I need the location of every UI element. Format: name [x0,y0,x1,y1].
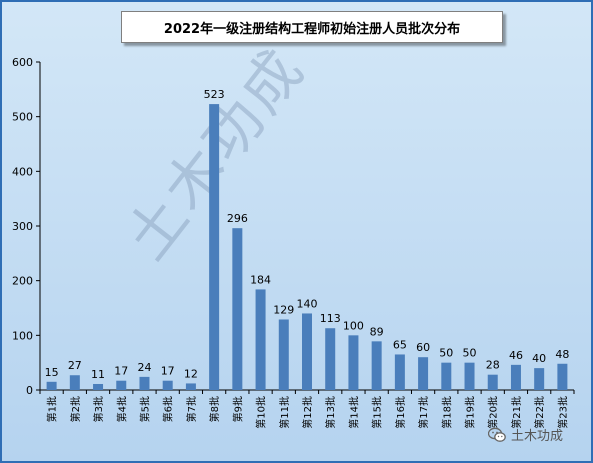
chart-title-box: 2022年一级注册结构工程师初始注册人员批次分布 [121,11,503,43]
bar [139,376,150,390]
bar [232,228,243,390]
category-label: 第16批 [394,396,407,429]
category-label: 第2批 [69,396,82,422]
category-label: 第3批 [92,396,105,422]
bar [464,362,475,390]
y-tick-label: 400 [12,165,33,178]
category-label: 第1批 [46,396,59,422]
data-label: 40 [532,352,546,365]
bar [418,357,429,390]
bar [487,374,498,390]
category-label: 第19批 [464,396,477,429]
chart-title: 2022年一级注册结构工程师初始注册人员批次分布 [163,21,461,37]
category-label: 第9批 [231,396,244,422]
category-label: 第13批 [324,396,337,429]
wechat-footer: 土木功成 [488,425,563,444]
category-label: 第20批 [487,396,500,429]
category-label: 第17批 [417,396,430,429]
bar [325,328,336,390]
bar [209,104,220,391]
bar [255,289,266,390]
category-label: 第21批 [510,396,523,429]
category-label: 第5批 [138,396,151,422]
bar [46,381,57,390]
category-label: 第10批 [255,396,268,429]
category-label: 第4批 [115,396,128,422]
bar [116,380,127,390]
category-label: 第23批 [556,396,569,429]
data-label: 24 [137,361,151,374]
data-label: 27 [68,359,82,372]
data-label: 100 [343,319,364,332]
bar [510,364,521,390]
y-tick-label: 200 [12,275,33,288]
data-label: 17 [161,365,175,378]
bar [441,362,452,390]
category-label: 第15批 [371,396,384,429]
bar [302,313,312,390]
bar [348,335,359,390]
bar [394,354,405,390]
data-label: 296 [227,212,248,225]
bar [278,319,289,390]
data-label: 48 [555,348,569,361]
data-label: 28 [486,359,500,372]
bar [534,368,545,390]
bar [93,383,104,390]
data-label: 140 [297,297,318,310]
category-label: 第6批 [162,396,175,422]
category-label: 第22批 [533,396,546,429]
category-label: 第8批 [208,396,221,422]
data-label: 50 [463,347,477,360]
category-label: 第7批 [185,396,198,422]
y-tick-label: 300 [12,220,33,233]
data-label: 89 [370,325,384,338]
data-label: 184 [250,273,271,286]
data-label: 113 [320,312,341,325]
bar [185,383,196,390]
bar [371,341,382,390]
data-label: 17 [114,365,128,378]
data-label: 523 [204,88,225,101]
y-tick-label: 100 [12,329,33,342]
data-label: 12 [184,367,198,380]
data-label: 46 [509,349,523,362]
bar [557,363,568,390]
data-label: 60 [416,341,430,354]
category-label: 第11批 [278,396,291,429]
wechat-icon [488,427,506,442]
category-label: 第14批 [347,396,360,429]
category-label: 第12批 [301,396,314,429]
data-label: 15 [45,366,59,379]
y-tick-label: 0 [26,384,33,397]
wechat-brand-label: 土木功成 [511,429,564,444]
data-label: 50 [439,347,453,360]
y-tick-label: 500 [12,111,33,124]
data-label: 11 [91,368,105,381]
bar [162,380,173,390]
bar [69,375,80,390]
data-label: 65 [393,338,407,351]
data-label: 129 [273,303,294,316]
y-tick-label: 600 [12,56,33,69]
category-label: 第18批 [440,396,453,429]
